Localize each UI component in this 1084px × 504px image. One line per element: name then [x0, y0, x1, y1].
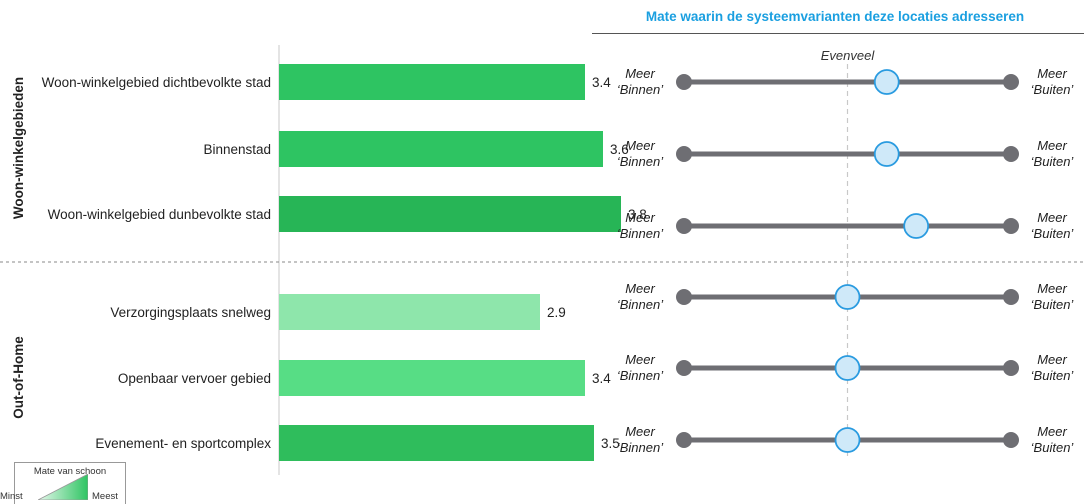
slider-left-end [676, 360, 692, 376]
group-label: Woon-winkelgebieden [11, 77, 26, 219]
slider-left-label-line2: ‘Binnen’ [617, 440, 664, 455]
bar [279, 64, 585, 100]
bar [279, 425, 594, 461]
category-label: Binnenstad [203, 142, 271, 157]
category-label: Openbaar vervoer gebied [118, 371, 271, 386]
legend-title: Mate van schoon [33, 466, 107, 477]
slider-left-label-line1: Meer [625, 138, 655, 153]
slider-marker [873, 69, 900, 95]
slider-left-label-line2: ‘Binnen’ [617, 368, 664, 383]
slider-left-label-line2: ‘Binnen’ [617, 82, 664, 97]
legend-box: Mate van schoon [14, 462, 126, 504]
slider-left-end [676, 74, 692, 90]
value-label: 2.9 [547, 305, 566, 320]
bar [279, 131, 603, 167]
chart-title: Mate waarin de systeemvarianten deze loc… [645, 9, 1025, 24]
slider-right-label-line2: ‘Buiten’ [1031, 368, 1075, 383]
slider-left-label-line1: Meer [625, 424, 655, 439]
value-label: 3.4 [592, 371, 611, 386]
center-label: Evenveel [821, 48, 876, 63]
slider-left-label-line1: Meer [625, 352, 655, 367]
group-label: Out-of-Home [11, 336, 26, 419]
slider-right-label-line1: Meer [1037, 352, 1067, 367]
category-label: Evenement- en sportcomplex [95, 436, 271, 451]
legend-gradient-triangle [38, 474, 88, 500]
slider-right-end [1003, 432, 1019, 448]
value-label: 3.6 [610, 142, 629, 157]
slider-right-label-line2: ‘Buiten’ [1031, 82, 1075, 97]
slider-right-label-line1: Meer [1037, 281, 1067, 296]
bar [279, 360, 585, 396]
title-underline [592, 33, 1084, 34]
slider-right-label-line2: ‘Buiten’ [1031, 154, 1075, 169]
legend-min-label: Minst [0, 491, 23, 502]
category-label: Verzorgingsplaats snelweg [110, 305, 271, 320]
value-label: 3.4 [592, 75, 611, 90]
slider-left-label-line1: Meer [625, 66, 655, 81]
bar [279, 196, 621, 232]
slider-right-end [1003, 289, 1019, 305]
category-label: Woon-winkelgebied dunbevolkte stad [48, 207, 271, 222]
slider-left-label-line1: Meer [625, 210, 655, 225]
category-label: Woon-winkelgebied dichtbevolkte stad [42, 75, 271, 90]
slider-left-end [676, 146, 692, 162]
legend-max-label: Meest [92, 491, 118, 502]
slider-right-end [1003, 74, 1019, 90]
slider-right-end [1003, 218, 1019, 234]
slider-left-label-line2: ‘Binnen’ [617, 297, 664, 312]
slider-marker [903, 213, 930, 239]
slider-marker [834, 355, 861, 381]
slider-right-label-line2: ‘Buiten’ [1031, 440, 1075, 455]
slider-right-label-line1: Meer [1037, 138, 1067, 153]
slider-left-label-line1: Meer [625, 281, 655, 296]
slider-marker [834, 284, 861, 310]
slider-left-end [676, 289, 692, 305]
bar [279, 294, 540, 330]
slider-marker [834, 427, 861, 453]
slider-right-label-line1: Meer [1037, 424, 1067, 439]
slider-marker [873, 141, 900, 167]
slider-right-end [1003, 146, 1019, 162]
slider-right-label-line1: Meer [1037, 66, 1067, 81]
slider-left-end [676, 218, 692, 234]
slider-left-label-line2: ‘Binnen’ [617, 226, 664, 241]
slider-right-label-line1: Meer [1037, 210, 1067, 225]
value-label: 3.5 [601, 436, 620, 451]
slider-left-label-line2: ‘Binnen’ [617, 154, 664, 169]
slider-right-label-line2: ‘Buiten’ [1031, 297, 1075, 312]
slider-right-label-line2: ‘Buiten’ [1031, 226, 1075, 241]
slider-right-end [1003, 360, 1019, 376]
value-label: 3.8 [628, 207, 647, 222]
slider-left-end [676, 432, 692, 448]
